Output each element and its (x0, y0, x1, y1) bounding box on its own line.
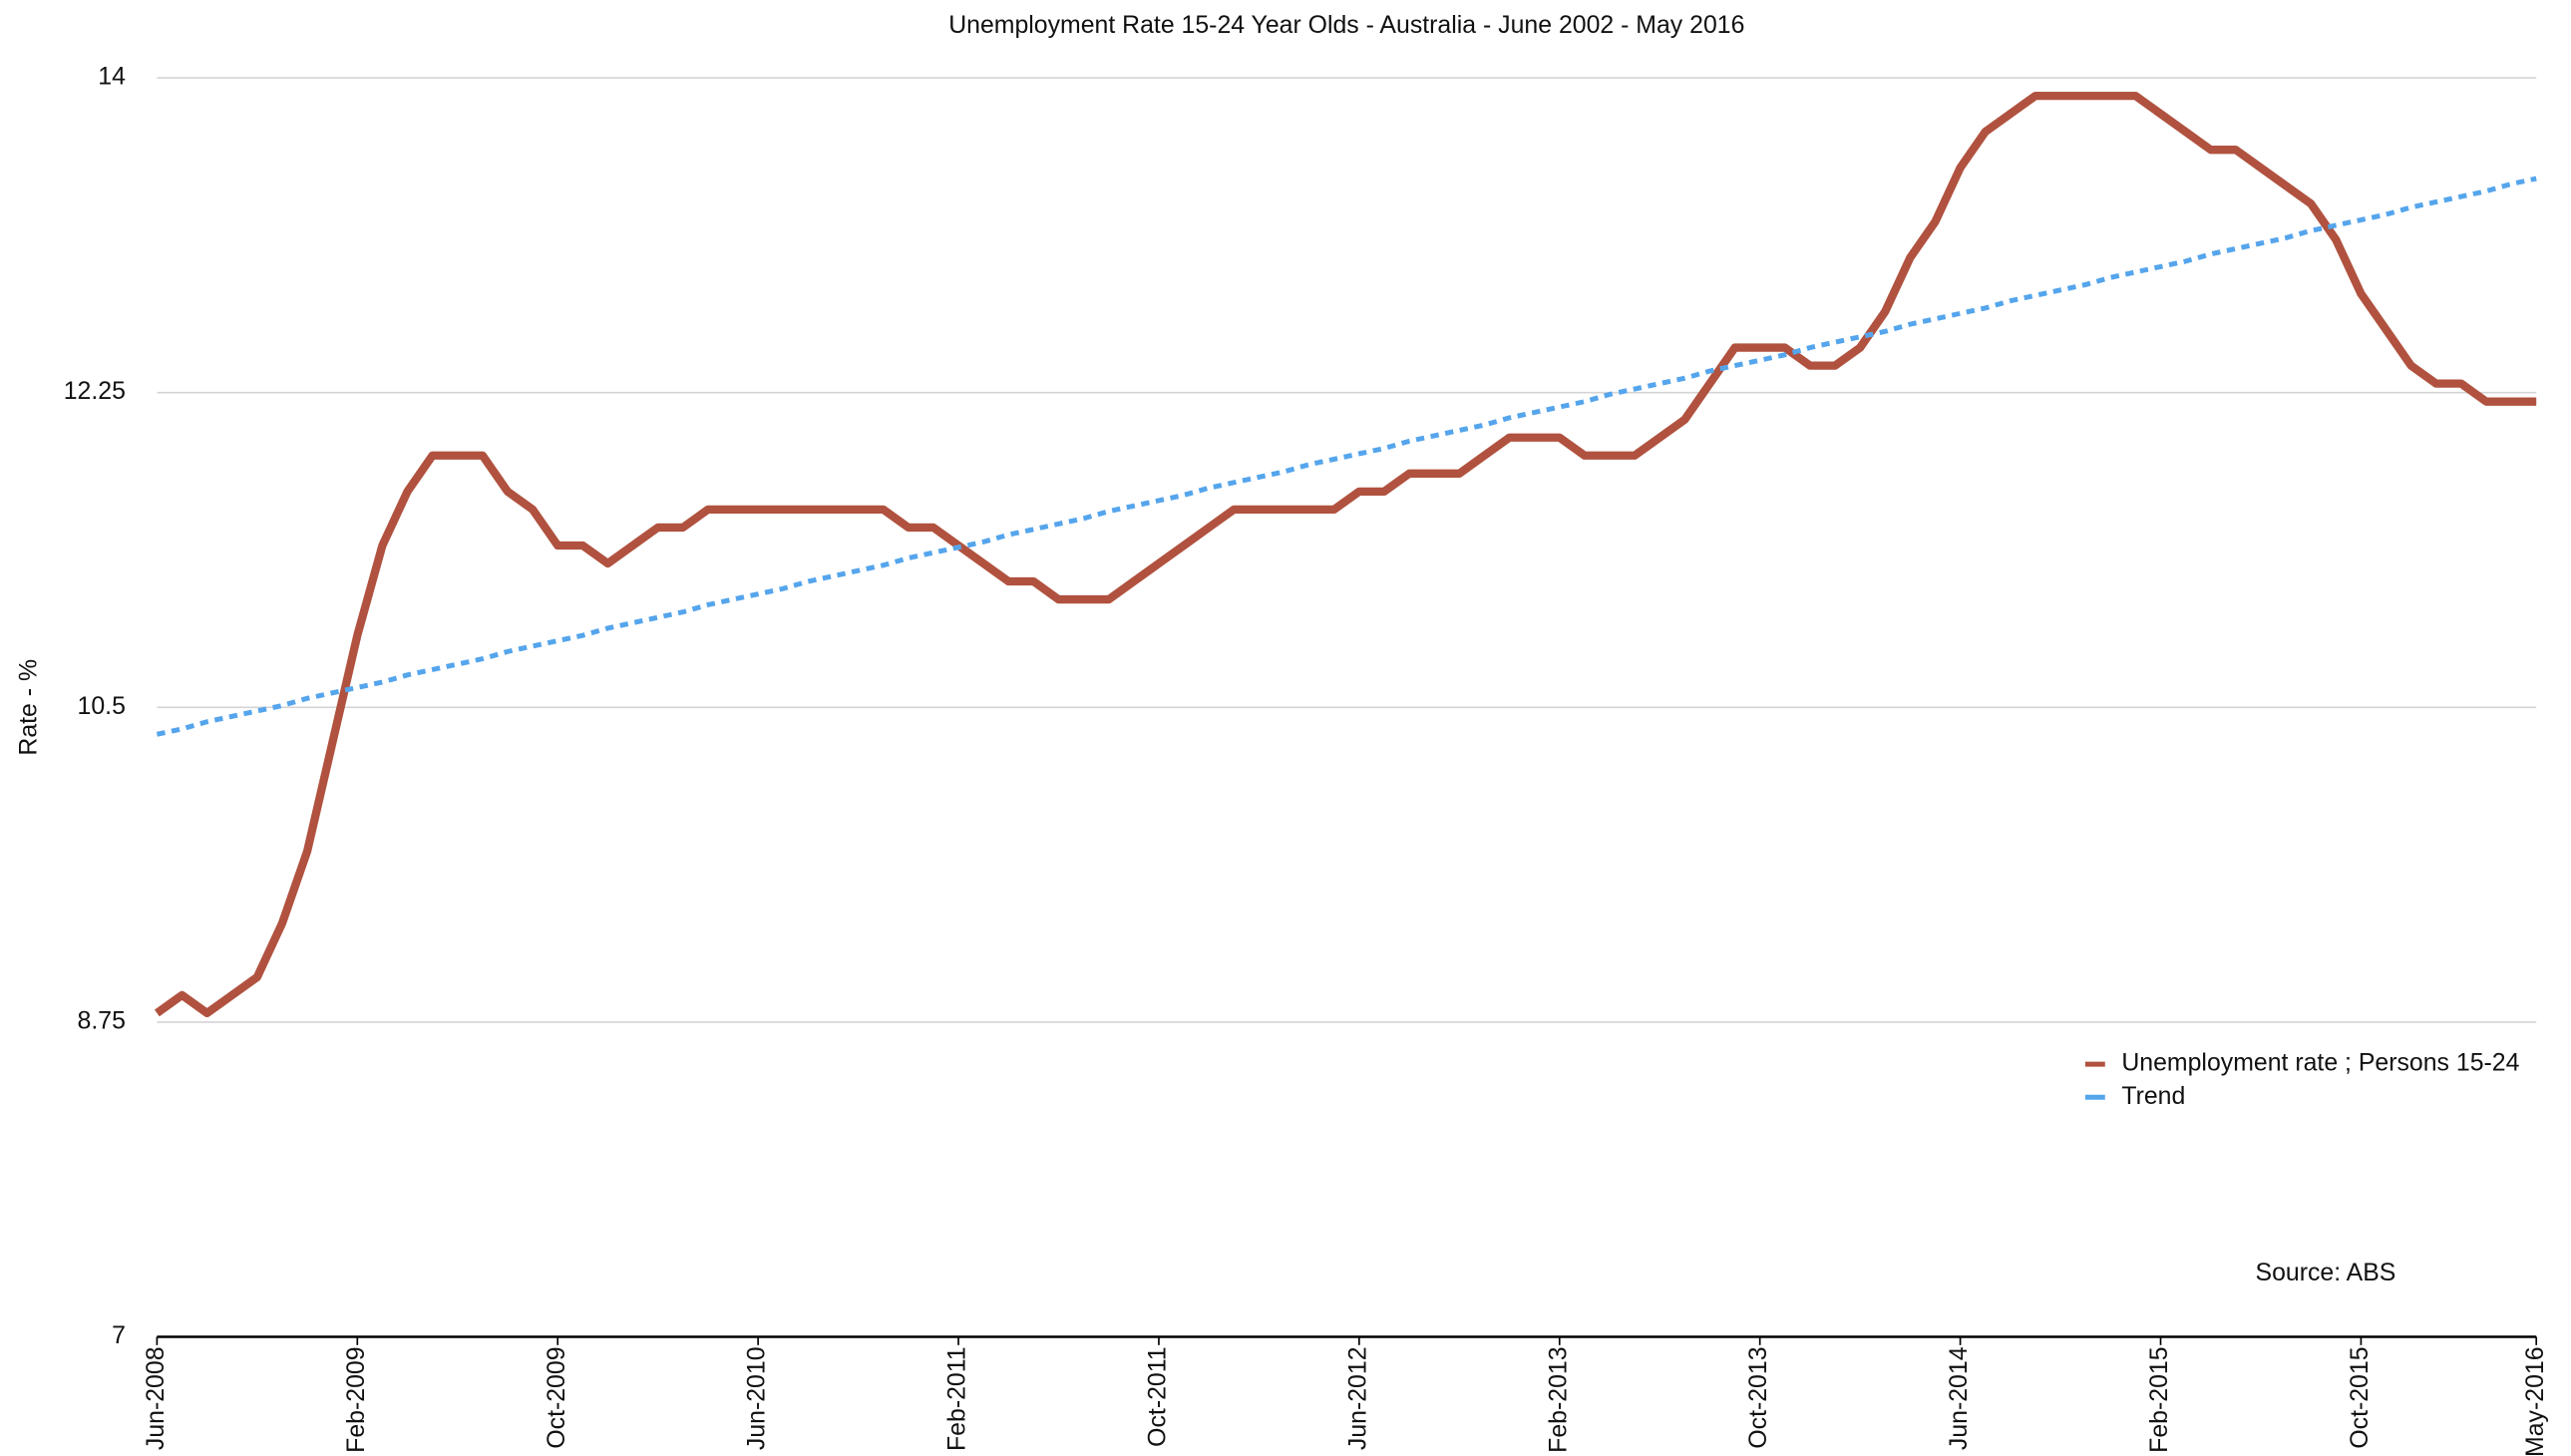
x-tick-label: May-2016 (2522, 1346, 2549, 1456)
x-tick-label: Feb-2013 (1545, 1346, 1572, 1452)
source-note: Source: ABS (2256, 1260, 2396, 1286)
x-tick-label: Feb-2011 (944, 1346, 971, 1451)
y-tick-label: 8.75 (78, 1007, 126, 1034)
x-tick-label: Jun-2014 (1946, 1346, 1973, 1450)
x-tick-label: Oct-2015 (2347, 1346, 2374, 1448)
x-tick-label: Feb-2015 (2146, 1346, 2173, 1452)
legend-label: Unemployment rate ; Persons 15-24 (2121, 1050, 2519, 1077)
series-line (156, 176, 2537, 737)
x-tick-label: Oct-2013 (1745, 1346, 1772, 1448)
legend-label: Trend (2121, 1083, 2185, 1110)
x-tick-label: Jun-2010 (744, 1346, 771, 1450)
x-tick-label: Oct-2011 (1145, 1346, 1172, 1446)
y-tick-label: 7 (112, 1322, 126, 1349)
series-line (154, 91, 2537, 1018)
x-tick-label: Jun-2012 (1344, 1346, 1371, 1450)
y-tick-label: 14 (98, 64, 126, 91)
x-tick-label: Feb-2009 (343, 1346, 370, 1452)
chart-title: Unemployment Rate 15-24 Year Olds - Aust… (948, 12, 1744, 39)
y-tick-label: 12.25 (64, 378, 126, 405)
x-tick-label: Jun-2008 (143, 1346, 170, 1450)
y-tick-label: 10.5 (78, 693, 126, 720)
x-tick-label: Oct-2009 (544, 1346, 570, 1448)
y-axis-label: Rate - % (15, 659, 42, 756)
